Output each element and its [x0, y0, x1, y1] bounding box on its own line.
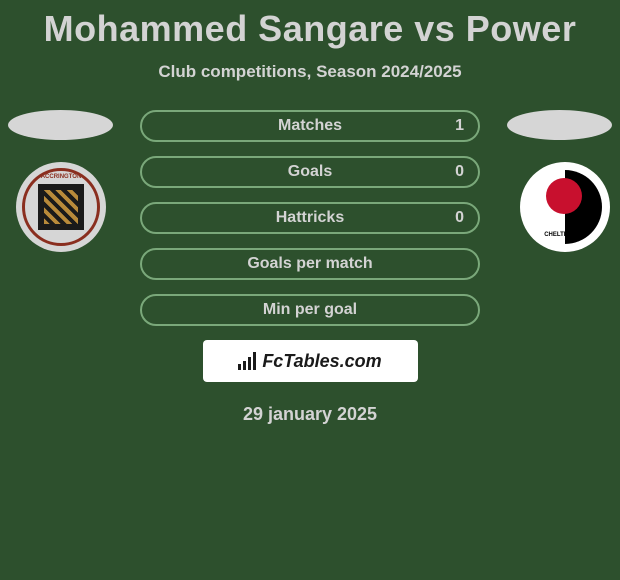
stat-label: Hattricks [276, 209, 344, 227]
date: 29 january 2025 [0, 404, 620, 425]
stat-row-matches: Matches 1 [140, 110, 480, 142]
stat-row-min-per-goal: Min per goal [140, 294, 480, 326]
page-title: Mohammed Sangare vs Power [0, 0, 620, 50]
player-photo-right [507, 110, 612, 140]
watermark-text: FcTables.com [262, 351, 381, 372]
stat-row-goals: Goals 0 [140, 156, 480, 188]
stat-label: Min per goal [263, 301, 357, 319]
badge-right-text: CHELTENHAM [528, 232, 602, 238]
stat-label: Matches [278, 117, 342, 135]
watermark: FcTables.com [203, 340, 418, 382]
club-badge-left: ACCRINGTON [16, 162, 106, 252]
stat-value-right: 0 [455, 163, 464, 181]
club-badge-right: CHELTENHAM [520, 162, 610, 252]
stat-label: Goals per match [247, 255, 372, 273]
stat-row-goals-per-match: Goals per match [140, 248, 480, 280]
stat-value-right: 0 [455, 209, 464, 227]
subtitle: Club competitions, Season 2024/2025 [0, 62, 620, 82]
stat-label: Goals [288, 163, 332, 181]
stat-rows: Matches 1 Goals 0 Hattricks 0 Goals per … [140, 110, 480, 326]
player-photo-left [8, 110, 113, 140]
comparison-content: ACCRINGTON CHELTENHAM Matches 1 Goals 0 … [0, 110, 620, 425]
stat-value-right: 1 [455, 117, 464, 135]
bars-icon [238, 352, 256, 370]
stat-row-hattricks: Hattricks 0 [140, 202, 480, 234]
